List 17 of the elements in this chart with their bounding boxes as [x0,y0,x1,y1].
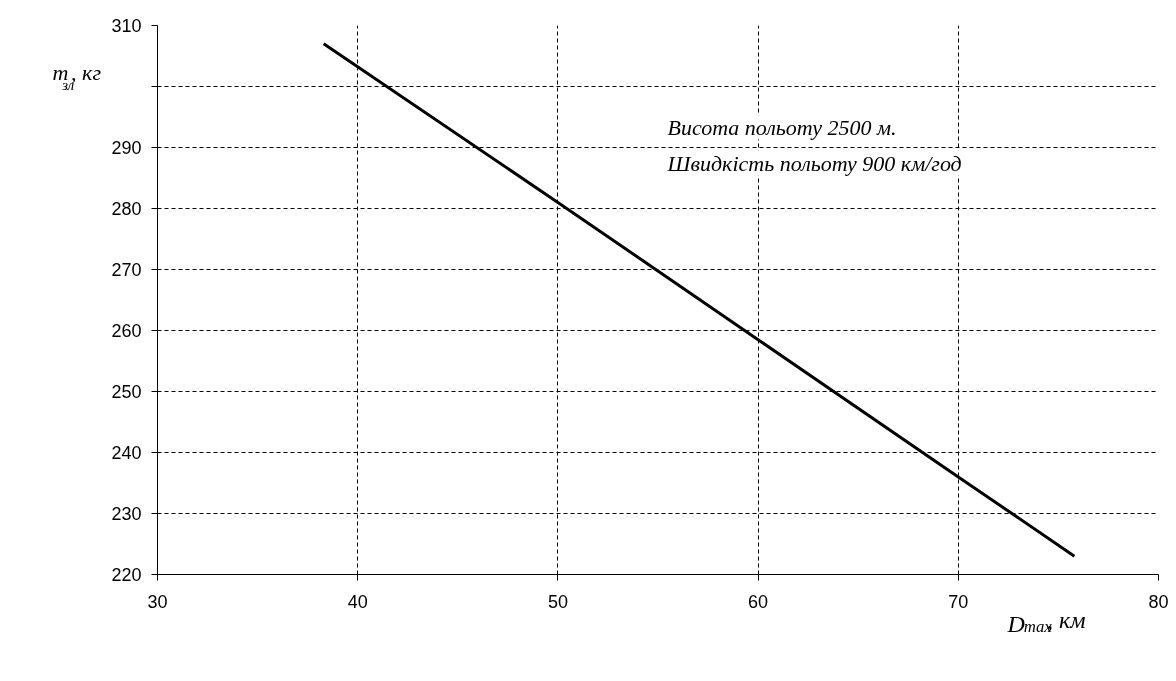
y-tick-label: 250 [111,382,142,402]
y-tick-label: 310 [111,16,142,36]
annotation: Висота польоту 2500 м. [667,114,897,140]
x-tick-label: 30 [147,591,168,612]
y-tick-label: 220 [111,565,142,585]
x-tick-label: 70 [948,591,969,612]
x-tick-label: 60 [748,591,769,612]
annotation: Швидкість польоту 900 км/год [666,150,962,176]
y-tick-label: 290 [111,138,142,158]
x-tick-label: 80 [1148,591,1169,612]
x-tick-label: 50 [547,591,568,612]
y-tick-label: 270 [111,260,142,280]
y-tick-label: 240 [111,443,142,463]
x-tick-label: 40 [347,591,368,612]
y-tick-label: 260 [111,321,142,341]
y-tick-label: 230 [111,504,142,524]
y-tick-label: 280 [111,199,142,219]
